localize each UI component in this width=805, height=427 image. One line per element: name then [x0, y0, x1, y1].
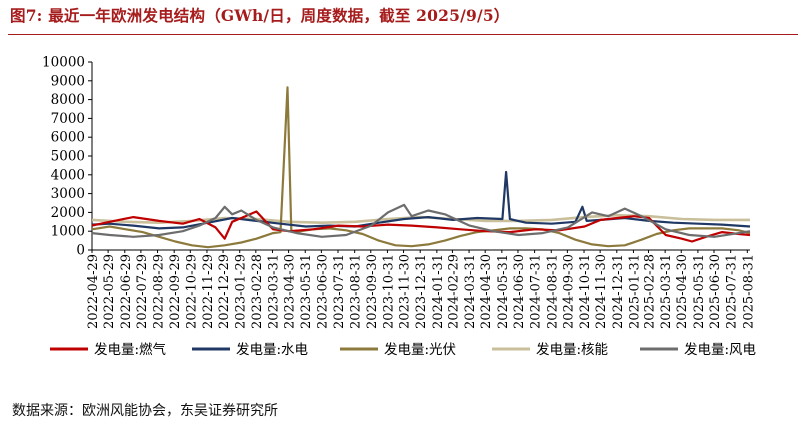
x-tick-label-16: 2023-08-31: [349, 254, 364, 329]
x-tick-label-3: 2022-07-29: [135, 254, 150, 329]
x-tick-label-30: 2024-10-31: [578, 254, 593, 329]
y-axis: 0 1000 2000 3000 4000 5000 6000 7000 8000 9000 100…: [42, 55, 93, 259]
legend-label-1: 发电量:水电: [236, 342, 308, 358]
x-tick-label-5: 2022-09-29: [168, 254, 183, 329]
y-tick-label-7: 7000: [51, 111, 85, 127]
x-tick-label-10: 2023-02-28: [250, 254, 265, 329]
x-tick-label-23: 2024-03-31: [463, 254, 478, 329]
x-tick-label-28: 2024-08-31: [545, 254, 560, 329]
legend-label-4: 发电量:风电: [684, 342, 756, 358]
x-tick-label-0: 2022-04-29: [86, 254, 101, 329]
x-tick-label-20: 2023-12-31: [414, 254, 429, 329]
chart-title: 图7: 最近一年欧洲发电结构（GWh/日，周度数据，截至 2025/9/5）: [10, 6, 510, 25]
legend: 发电量:燃气 发电量:水电 发电量:光伏 发电量:核能 发电量:风电: [50, 341, 756, 358]
x-tick-label-7: 2022-11-29: [201, 254, 216, 329]
y-tick-label-10: 10000: [42, 55, 85, 71]
title-rule: [8, 34, 798, 35]
x-tick-label-38: 2025-06-30: [708, 254, 723, 329]
series-line-0: [91, 210, 751, 243]
x-tick-label-37: 2025-05-31: [692, 254, 707, 329]
x-tick-label-9: 2023-01-29: [234, 254, 249, 329]
x-tick-label-14: 2023-06-30: [315, 254, 330, 329]
legend-label-0: 发电量:燃气: [94, 341, 166, 358]
x-tick-label-11: 2023-03-31: [266, 254, 281, 329]
y-tick-label-0: 0: [76, 243, 85, 259]
x-tick-label-32: 2024-12-31: [611, 254, 626, 329]
x-tick-label-18: 2023-10-31: [381, 254, 396, 329]
x-tick-label-15: 2023-07-31: [332, 254, 347, 329]
y-tick-label-4: 4000: [51, 167, 85, 183]
x-tick-label-29: 2024-09-30: [561, 254, 576, 329]
y-tick-label-1: 1000: [51, 224, 85, 240]
legend-label-2: 发电量:光伏: [384, 342, 457, 358]
x-tick-label-27: 2024-07-31: [529, 254, 544, 329]
series-line-4: [91, 203, 751, 238]
x-tick-label-40: 2025-08-31: [741, 254, 756, 329]
x-tick-label-26: 2024-06-30: [512, 254, 527, 329]
x-axis: 2022-04-29 2022-05-29 2022-06-29 2022-07-29…: [86, 249, 756, 329]
x-tick-label-2: 2022-06-29: [119, 254, 134, 329]
series-line-2: [91, 86, 751, 249]
x-tick-label-17: 2023-09-30: [365, 254, 380, 329]
x-tick-label-1: 2022-05-29: [102, 254, 117, 329]
x-tick-label-25: 2024-05-31: [496, 254, 511, 329]
x-tick-label-35: 2025-03-31: [659, 254, 674, 329]
x-tick-label-12: 2023-04-30: [283, 254, 298, 329]
x-tick-label-24: 2024-04-30: [479, 254, 494, 329]
legend-label-3: 发电量:核能: [536, 342, 608, 358]
x-tick-label-39: 2025-07-31: [725, 254, 740, 329]
x-tick-label-33: 2025-01-31: [627, 254, 642, 329]
y-tick-label-2: 2000: [51, 205, 85, 221]
series-lines: [91, 86, 751, 249]
source-note: 数据来源：欧洲风能协会，东吴证券研究所: [12, 403, 278, 419]
x-tick-label-36: 2025-04-30: [675, 254, 690, 329]
x-tick-label-8: 2022-12-29: [217, 254, 232, 329]
x-tick-label-21: 2024-01-31: [431, 254, 446, 329]
y-tick-label-6: 6000: [51, 130, 85, 146]
x-tick-label-4: 2022-08-29: [152, 254, 167, 329]
x-tick-label-6: 2022-10-29: [184, 254, 199, 329]
x-tick-label-31: 2024-11-30: [594, 254, 609, 329]
y-tick-label-3: 3000: [51, 186, 85, 202]
y-tick-label-5: 5000: [51, 149, 85, 165]
y-tick-label-8: 8000: [51, 92, 85, 108]
x-tick-label-22: 2024-02-29: [446, 254, 461, 329]
x-tick-label-34: 2025-02-28: [642, 254, 657, 329]
line-chart: 0 1000 2000 3000 4000 5000 6000 7000 8000 9000 100…: [42, 55, 756, 359]
x-tick-label-13: 2023-05-31: [299, 254, 314, 329]
x-tick-label-19: 2023-11-30: [398, 254, 413, 329]
y-tick-label-9: 9000: [51, 73, 85, 89]
